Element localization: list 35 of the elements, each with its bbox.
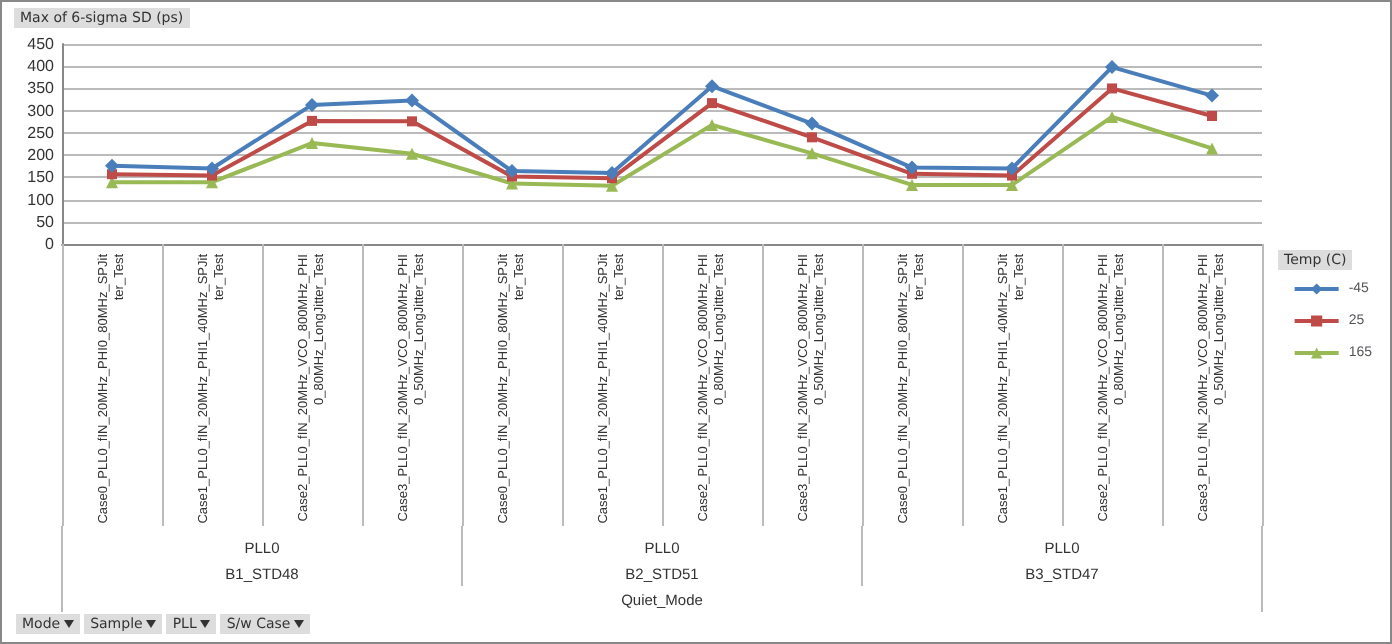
y-tick-label: 200 <box>27 146 56 165</box>
y-tick-label: 50 <box>36 212 56 231</box>
point <box>707 98 717 109</box>
y-tick-label: 100 <box>27 190 56 209</box>
y-tick-label: 400 <box>27 57 56 76</box>
point <box>306 137 318 150</box>
y-tick-label: 150 <box>27 168 56 187</box>
point <box>706 118 718 131</box>
y-tick-label: 250 <box>27 123 56 142</box>
point <box>705 79 719 94</box>
point <box>906 178 918 191</box>
point <box>905 160 919 175</box>
point <box>1005 161 1019 176</box>
point <box>805 116 819 131</box>
point <box>1107 83 1117 94</box>
point <box>1106 110 1118 123</box>
point <box>1206 142 1218 155</box>
point <box>406 147 418 160</box>
point <box>806 147 818 160</box>
y-tick-label: 300 <box>27 101 56 120</box>
point <box>407 116 417 127</box>
point <box>307 115 317 126</box>
point <box>605 165 619 180</box>
y-tick-label: 0 <box>45 235 56 253</box>
point <box>105 158 119 173</box>
point <box>1205 88 1219 103</box>
point <box>305 97 319 112</box>
point <box>405 93 419 108</box>
point <box>1105 60 1119 75</box>
y-tick-label: 350 <box>27 79 56 98</box>
point <box>505 164 519 179</box>
point <box>1207 111 1217 121</box>
point <box>205 161 219 176</box>
y-tick-label: 450 <box>27 35 56 53</box>
point <box>807 132 817 143</box>
